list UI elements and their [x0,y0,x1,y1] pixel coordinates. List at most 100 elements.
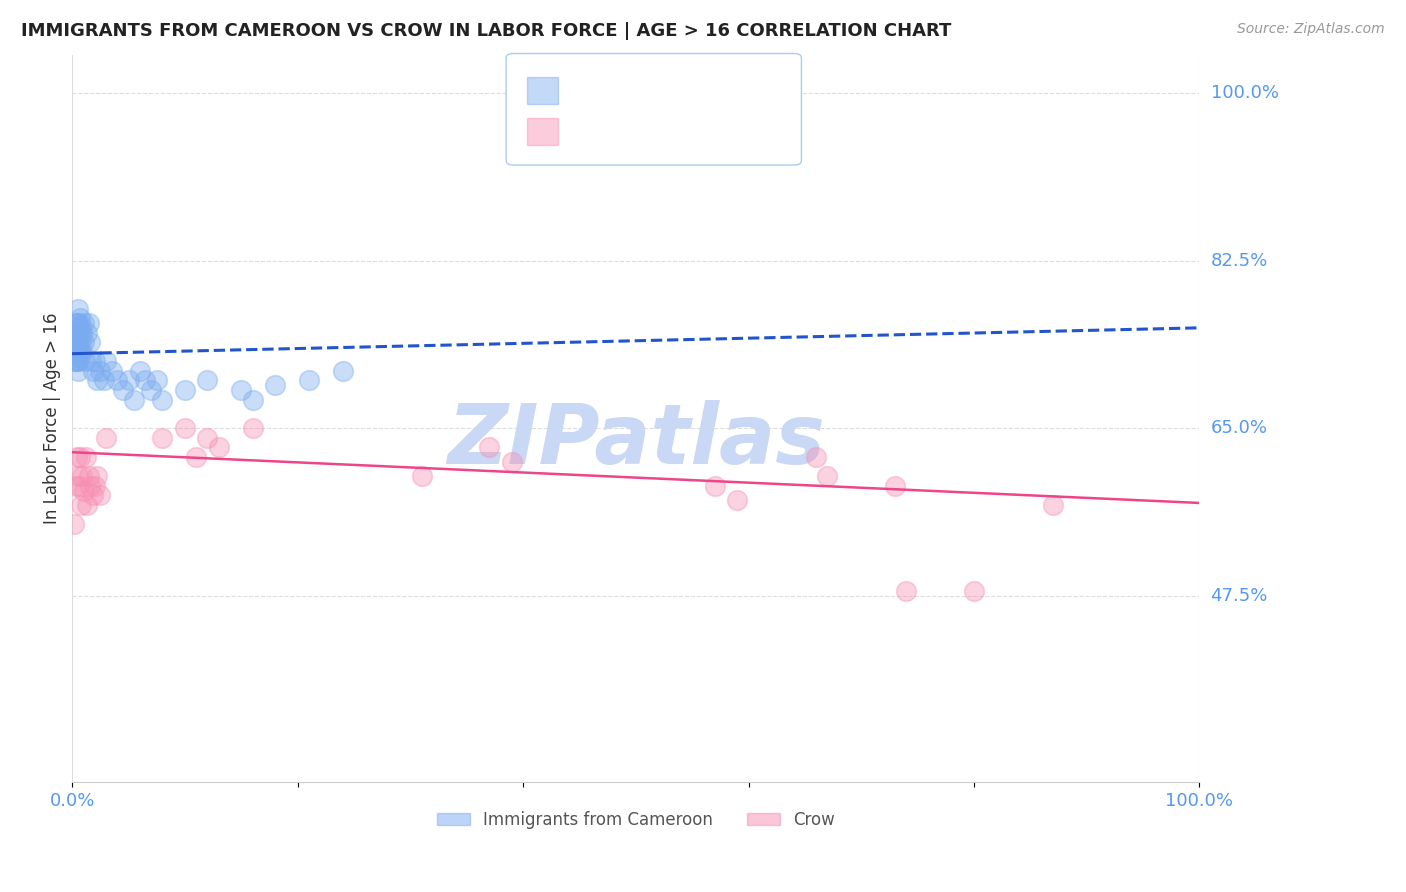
Point [501,455,523,469]
Point [139,383,162,397]
Point [72,326,94,340]
Point [186,450,208,464]
Point [703,479,725,493]
Text: N = 35: N = 35 [703,123,766,141]
Point [76,326,98,340]
Point [242,421,264,435]
Point [884,479,907,493]
Point [89,364,111,378]
Point [122,392,145,407]
Point [128,364,150,378]
Point [82,364,104,378]
Point [298,374,321,388]
Point [66,340,89,354]
Point [231,383,253,397]
Point [66,354,89,368]
Point [242,392,264,407]
Point [174,421,197,435]
Point [804,450,827,464]
Point [65,335,87,350]
Point [66,364,89,378]
Point [67,321,90,335]
Point [411,469,433,483]
Point [80,354,103,368]
Point [66,316,89,330]
Legend: Immigrants from Cameroon, Crow: Immigrants from Cameroon, Crow [430,805,842,836]
Point [66,316,89,330]
Point [83,354,105,368]
Point [134,374,156,388]
Point [197,374,219,388]
Point [117,374,139,388]
Point [100,364,122,378]
Point [66,354,89,368]
Text: ZIPatlas: ZIPatlas [447,401,825,481]
Point [72,344,94,359]
Point [63,344,86,359]
Point [63,354,86,368]
Point [70,335,93,350]
Point [174,383,197,397]
Point [65,354,87,368]
Point [65,316,87,330]
Y-axis label: In Labor Force | Age > 16: In Labor Force | Age > 16 [44,313,60,524]
Text: R = -0.185: R = -0.185 [569,123,666,141]
Text: 100.0%: 100.0% [1211,85,1278,103]
Point [105,374,128,388]
Point [152,431,174,445]
Point [94,354,117,368]
Point [72,316,94,330]
Point [67,350,90,364]
Point [73,354,96,368]
Point [65,326,87,340]
Point [66,340,89,354]
Point [1042,498,1064,512]
Point [725,493,748,508]
Point [75,450,97,464]
Point [69,311,91,326]
Point [86,469,108,483]
Point [817,469,839,483]
Point [93,374,115,388]
Point [70,498,93,512]
Point [89,488,111,502]
Point [66,326,89,340]
Point [65,479,87,493]
Point [63,516,86,531]
Point [146,374,169,388]
Point [86,374,108,388]
Point [77,469,100,483]
Point [111,383,134,397]
Text: IMMIGRANTS FROM CAMEROON VS CROW IN LABOR FORCE | AGE > 16 CORRELATION CHART: IMMIGRANTS FROM CAMEROON VS CROW IN LABO… [21,22,952,40]
Point [79,335,101,350]
Point [77,316,100,330]
Point [264,378,287,392]
Text: 65.0%: 65.0% [1211,419,1268,437]
Point [208,441,231,455]
Point [63,335,86,350]
Point [72,483,94,498]
Point [79,479,101,493]
Point [478,441,501,455]
Point [152,392,174,407]
Point [69,326,91,340]
Point [66,469,89,483]
Point [963,584,986,599]
Point [67,479,90,493]
Point [896,584,918,599]
Point [66,327,89,342]
Text: Source: ZipAtlas.com: Source: ZipAtlas.com [1237,22,1385,37]
Point [82,488,104,502]
Point [69,344,91,359]
Point [66,450,89,464]
Point [76,498,98,512]
Text: 82.5%: 82.5% [1211,252,1268,270]
Point [72,335,94,350]
Point [197,431,219,445]
Point [69,450,91,464]
Text: 47.5%: 47.5% [1211,587,1268,605]
Point [83,479,105,493]
Point [332,364,354,378]
Point [72,469,94,483]
Point [94,431,117,445]
